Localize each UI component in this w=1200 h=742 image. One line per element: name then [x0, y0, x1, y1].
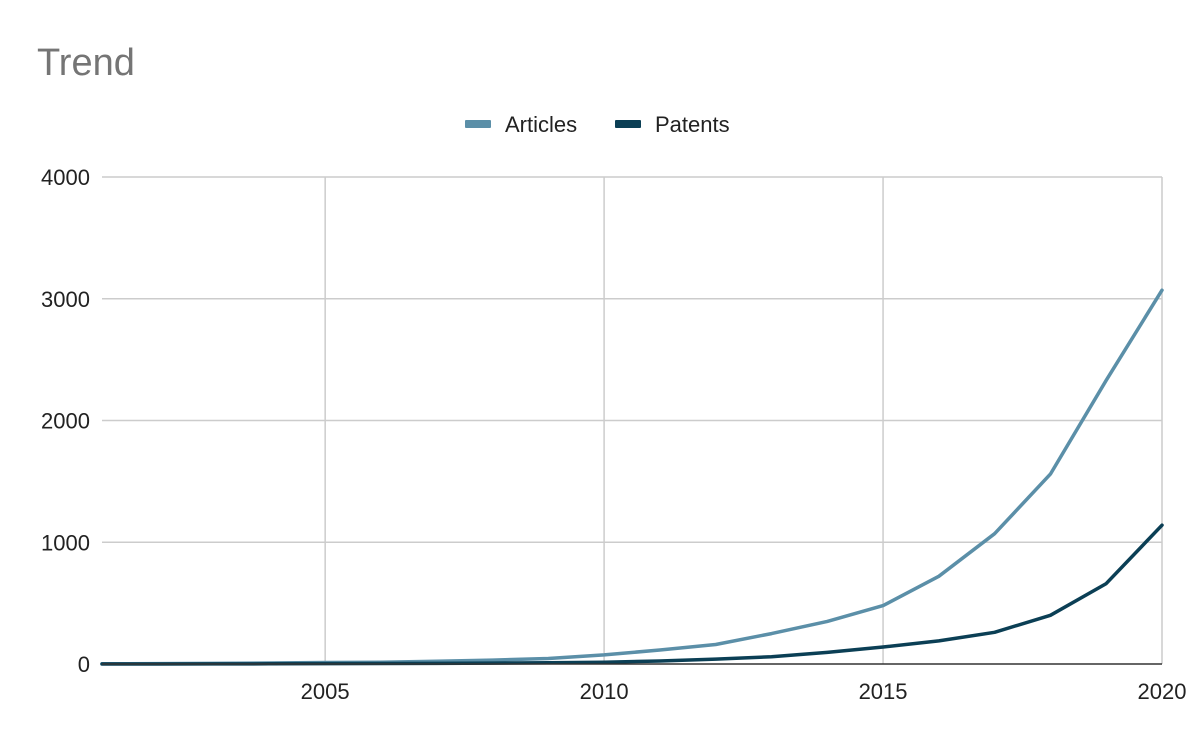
legend-label-articles: Articles — [505, 112, 577, 137]
y-tick-label-2000: 2000 — [41, 409, 90, 434]
y-tick-label-4000: 4000 — [41, 165, 90, 190]
x-tick-label-2005: 2005 — [301, 679, 350, 704]
series-line-patents — [100, 523, 1164, 666]
x-tick-label-2010: 2010 — [580, 679, 629, 704]
y-tick-label-3000: 3000 — [41, 287, 90, 312]
x-tick-label-2015: 2015 — [859, 679, 908, 704]
legend-swatch-patents — [615, 120, 641, 128]
legend-label-patents: Patents — [655, 112, 730, 137]
y-tick-label-1000: 1000 — [41, 530, 90, 555]
gridlines — [102, 176, 1163, 664]
series-line-articles — [100, 288, 1164, 666]
x-axis-ticks: 2005 2010 2015 2020 — [301, 679, 1187, 704]
legend-swatch-articles — [465, 120, 491, 128]
y-axis-ticks: 0 1000 2000 3000 4000 — [41, 165, 90, 677]
chart-title: Trend — [37, 42, 135, 84]
legend: Articles Patents — [465, 112, 730, 137]
x-tick-label-2020: 2020 — [1138, 679, 1187, 704]
y-tick-label-0: 0 — [78, 652, 90, 677]
series-layer — [100, 288, 1164, 666]
